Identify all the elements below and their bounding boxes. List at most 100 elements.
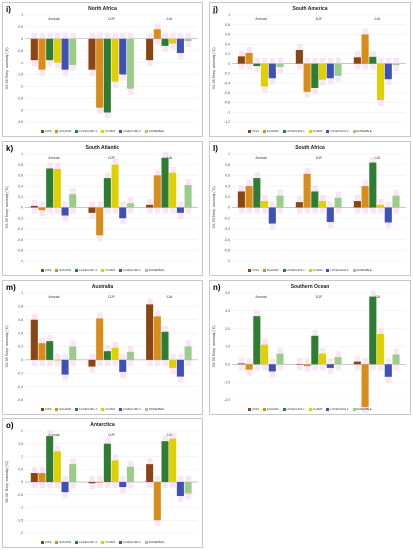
y-tick-label: 0.4 <box>18 331 23 335</box>
panel-label: i) <box>6 5 11 14</box>
legend-swatch <box>145 129 148 133</box>
legend-label: GISS <box>44 268 52 272</box>
bar-giss <box>295 202 303 208</box>
legend-item: GISS <box>40 540 51 544</box>
bar-giss <box>88 207 96 213</box>
bar-ensemble <box>334 357 342 365</box>
y-tick-label: 4.0 <box>225 291 230 295</box>
group-label: JJA <box>374 17 381 21</box>
group-label: JJA <box>166 17 173 21</box>
group-label: DJF <box>108 156 115 160</box>
legend-item: LOVECLIM1.1 <box>75 540 97 544</box>
legend-label: GISS <box>44 129 52 133</box>
y-tick-label: 0.6 <box>225 174 230 178</box>
y-tick-label: -0.6 <box>224 91 230 95</box>
bar-giss <box>295 50 303 64</box>
y-tick-label: 0 <box>21 37 23 41</box>
legend-item: CCSM3 <box>101 407 115 411</box>
panel-label: o) <box>6 421 14 430</box>
bar-echam4 <box>153 29 161 39</box>
legend-label: CCSM3 <box>105 268 115 272</box>
legend-label: LOVECLIM1.2 <box>122 129 141 133</box>
panel-m: m) Australia '03-'05 Temp. anomaly (°C) 1 0.… <box>2 280 203 415</box>
legend-swatch <box>282 407 286 411</box>
panel-label: n) <box>213 283 221 292</box>
legend-item: CCSM3 <box>101 129 115 133</box>
bar-loveclim1-2 <box>119 359 127 372</box>
bar-loveclim1-2 <box>119 38 127 75</box>
y-tick-label: -0.8 <box>224 249 230 253</box>
y-tick-label: -0.8 <box>224 101 230 105</box>
bar-giss <box>353 57 361 64</box>
bar-ensemble <box>392 63 400 66</box>
bar-loveclim1-1 <box>103 351 111 360</box>
legend-item: CCSM3 <box>101 540 115 544</box>
chart-title: South America <box>292 6 328 12</box>
y-tick-label: 1 <box>21 455 23 459</box>
bar-echam4 <box>153 316 161 360</box>
legend-swatch <box>352 268 356 272</box>
bar-loveclim1-2 <box>61 38 69 70</box>
group-label: DJF <box>316 295 323 299</box>
legend-swatch <box>118 129 122 133</box>
bar-loveclim1-2 <box>61 482 69 493</box>
legend-label: ECHAM4 <box>59 268 72 272</box>
legend-item: ENSEMBLE <box>145 268 164 272</box>
panel-label: k) <box>6 144 14 153</box>
y-tick-label: 2 <box>21 429 23 433</box>
legend-swatch <box>262 268 266 272</box>
legend-label: CCSM3 <box>312 268 323 272</box>
y-tick-label: 0.5 <box>18 467 23 471</box>
legend-item: GISS <box>40 407 51 411</box>
legend-swatch <box>101 540 105 544</box>
panel-label: j) <box>213 5 218 14</box>
bar-loveclim1-2 <box>119 482 127 488</box>
chart-title: Southern Ocean <box>290 284 330 290</box>
y-tick-label: 3.0 <box>225 309 230 313</box>
chart-title: Australia <box>91 284 114 290</box>
legend-item: LOVECLIM1.2 <box>118 129 141 133</box>
bar-ccsm3 <box>111 164 119 208</box>
y-tick-label: 0.4 <box>225 184 230 188</box>
y-tick-label: -0.6 <box>224 238 230 242</box>
legend-item: ECHAM4 <box>55 129 71 133</box>
legend-item: ECHAM4 <box>262 129 279 133</box>
bar-echam4 <box>245 52 253 64</box>
y-tick-label: 0 <box>21 206 23 210</box>
legend-swatch <box>262 129 266 133</box>
bar-ensemble <box>126 466 134 482</box>
legend-label: ENSEMBLE <box>149 129 165 133</box>
legend-item: LOVECLIM1.2 <box>326 407 349 411</box>
legend-swatch <box>262 407 266 411</box>
panel-l: l) South Africa '03-'05 Temp. anomaly (°C)… <box>209 141 411 276</box>
y-tick-label: 0.5 <box>18 25 23 29</box>
bar-loveclim1-2 <box>268 63 276 79</box>
bar-ccsm3 <box>169 38 177 44</box>
legend-item: GISS <box>248 407 259 411</box>
bar-ccsm3 <box>53 38 61 63</box>
bar-loveclim1-2 <box>176 38 184 54</box>
legend: GISS ECHAM4 LOVECLIM1.1 CCSM3 LOVECLIM1.2 ENS… <box>210 129 410 133</box>
legend-item: LOVECLIM1.1 <box>75 268 97 272</box>
legend-swatch <box>75 540 79 544</box>
y-tick-label: -0.5 <box>17 493 23 497</box>
bar-ccsm3 <box>261 344 269 365</box>
bar-ensemble <box>126 351 134 360</box>
legend-item: ENSEMBLE <box>145 129 164 133</box>
group-label: DJF <box>108 295 115 299</box>
legend-swatch <box>352 129 356 133</box>
legend-swatch <box>282 268 286 272</box>
legend-label: LOVECLIM1.2 <box>122 407 141 411</box>
bar-echam4 <box>303 364 311 367</box>
bar-ccsm3 <box>169 438 177 482</box>
legend-label: GISS <box>252 129 259 133</box>
bar-giss <box>88 359 96 367</box>
legend-label: LOVECLIM1.1 <box>286 268 305 272</box>
bar-loveclim1-1 <box>103 443 111 482</box>
group-label: Annual <box>48 17 59 21</box>
chart-svg: '03-'05 Temp. anomaly (°C) 1 0.5 0 -0.5 -1 -1.… <box>5 13 198 124</box>
legend-swatch <box>145 268 148 272</box>
y-tick-label: -0.8 <box>17 249 23 253</box>
bar-echam4 <box>361 186 369 208</box>
bar-giss <box>146 204 154 208</box>
